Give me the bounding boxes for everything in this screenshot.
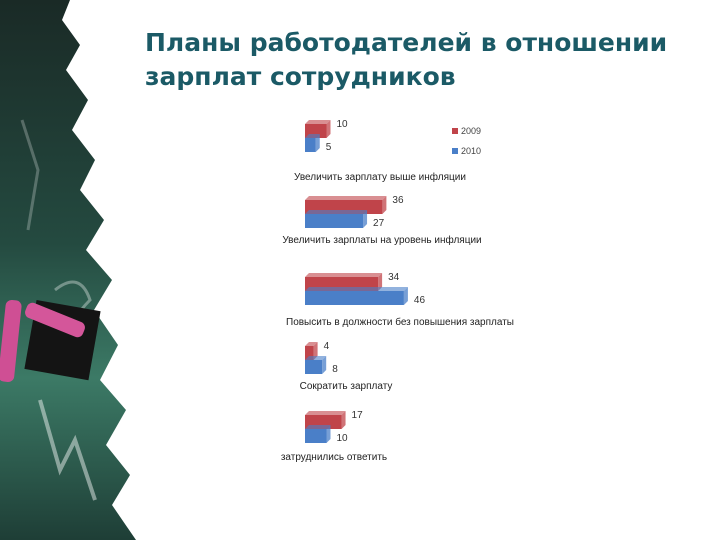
legend-swatch-2010 xyxy=(452,148,458,154)
bar-chart: 10 5 Увеличить зарплату выше инфляции 36 27 У… xyxy=(281,119,514,463)
category-label: Увеличить зарплаты на уровень инфляции xyxy=(282,234,481,246)
bar-top-face xyxy=(305,134,320,138)
slide-title-line-1: Планы работодателей в отношении xyxy=(145,28,668,57)
category-label: Увеличить зарплату выше инфляции xyxy=(294,171,466,183)
legend-label-2010: 2010 xyxy=(461,146,481,156)
bar-side-face xyxy=(326,120,331,138)
bar-side-face xyxy=(326,425,331,443)
bar-2010-3 xyxy=(305,291,404,305)
bar-side-face xyxy=(315,134,320,152)
bar-2010-4 xyxy=(305,360,323,374)
bar-2009-4 xyxy=(305,346,314,360)
bar-top-face xyxy=(305,425,331,429)
bar-top-face xyxy=(305,273,383,277)
bar-value-label: 4 xyxy=(324,341,330,352)
bar-value-label: 10 xyxy=(337,119,349,130)
bar-top-face xyxy=(305,287,408,291)
bar-side-face xyxy=(313,342,318,360)
category-label: затруднились ответить xyxy=(281,452,387,463)
bar-2010-1 xyxy=(305,138,316,152)
bar-value-label: 34 xyxy=(388,272,400,283)
bar-2010-2 xyxy=(305,214,364,228)
slide-title: Планы работодателей в отношении зарплат … xyxy=(145,26,705,94)
bar-value-label: 46 xyxy=(414,295,426,306)
bar-value-label: 17 xyxy=(352,410,364,421)
bar-side-face xyxy=(341,411,346,429)
slide-title-line-2: зарплат сотрудников xyxy=(145,62,456,91)
category-label: Повысить в должности без повышения зарпл… xyxy=(286,316,514,328)
chalkboard-decoration xyxy=(0,0,136,540)
bar-value-label: 10 xyxy=(337,433,349,444)
bar-side-face xyxy=(403,287,408,305)
legend-label-2009: 2009 xyxy=(461,126,481,136)
bar-side-face xyxy=(378,273,383,291)
bar-top-face xyxy=(305,342,318,346)
bar-top-face xyxy=(305,196,387,200)
bar-top-face xyxy=(305,356,327,360)
legend-swatch-2009 xyxy=(452,128,458,134)
bar-value-label: 5 xyxy=(326,142,332,153)
bar-top-face xyxy=(305,120,331,124)
category-label: Сократить зарплату xyxy=(300,381,393,392)
bar-value-label: 36 xyxy=(392,195,404,206)
bar-value-label: 27 xyxy=(373,218,385,229)
bar-2010-5 xyxy=(305,429,327,443)
bar-side-face xyxy=(382,196,387,214)
bar-top-face xyxy=(305,210,368,214)
bar-value-label: 8 xyxy=(332,364,338,375)
bar-top-face xyxy=(305,411,346,415)
bar-side-face xyxy=(363,210,368,228)
bar-side-face xyxy=(322,356,327,374)
